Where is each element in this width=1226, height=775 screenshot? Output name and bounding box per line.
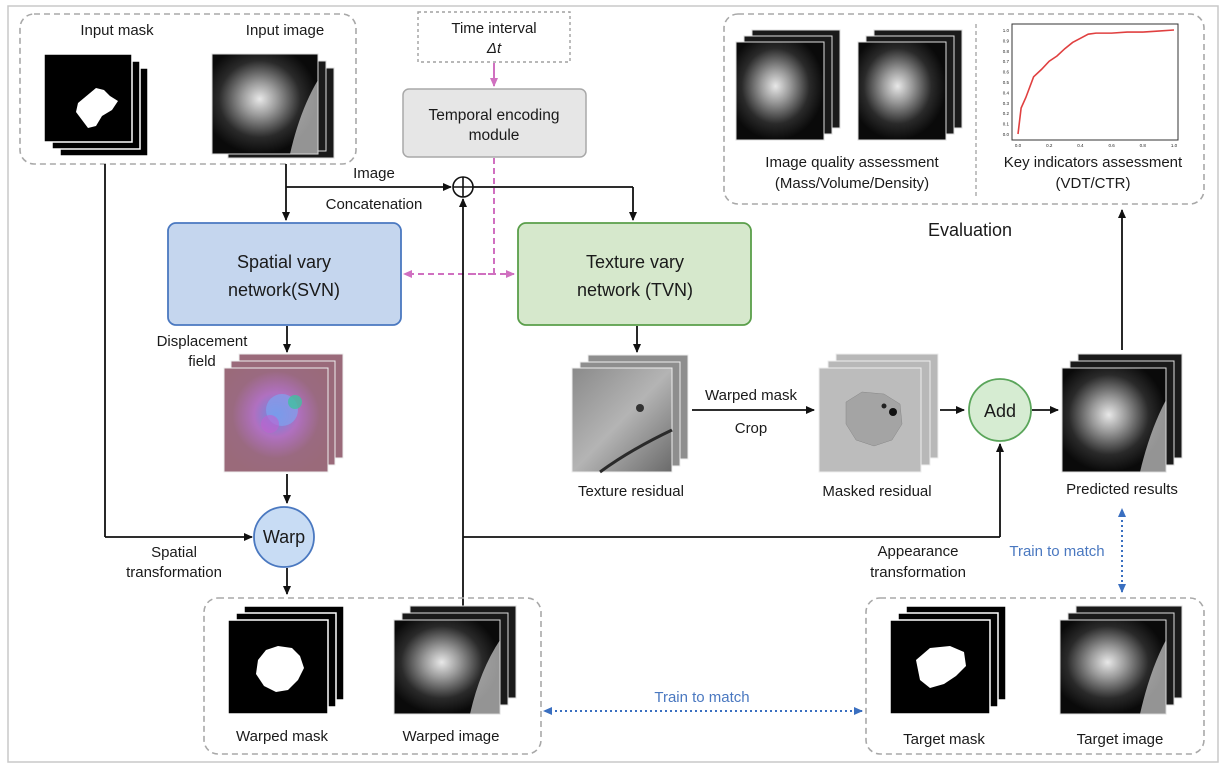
appearance-label-line1: Appearance xyxy=(878,543,959,560)
iqa-label-line2: (Mass/Volume/Density) xyxy=(775,175,929,192)
key-indicators-chart: 0.0 0.1 0.2 0.3 0.4 0.5 0.6 0.7 0.8 0.9 1.0 0.0 0.2 0… xyxy=(1003,23,1179,148)
outer-frame xyxy=(7,5,1219,763)
chart-ytick-label: 0.2 xyxy=(1003,111,1010,116)
chart-xtick-label: 0.4 xyxy=(1077,143,1084,148)
temporal-label-line1: Temporal encoding xyxy=(429,107,560,124)
target-mask-label: Target mask xyxy=(903,731,985,748)
add-label: Add xyxy=(984,401,1016,421)
target-image-label: Target image xyxy=(1077,731,1164,748)
warped-mask-blob xyxy=(256,646,304,692)
warped-image-stack xyxy=(393,605,517,715)
temporal-label-line2: module xyxy=(469,127,520,144)
displacement-label-line2: field xyxy=(188,353,216,370)
texture-residual-label: Texture residual xyxy=(578,483,684,500)
spatial-transformation-line1: Spatial xyxy=(151,544,197,561)
target-mask-stack xyxy=(889,605,1007,715)
temporal-encoding-box xyxy=(402,88,587,158)
kia-label-line2: (VDT/CTR) xyxy=(1056,175,1131,192)
chart-ytick-label: 0.9 xyxy=(1003,38,1010,43)
time-interval-symbol: Δt xyxy=(486,40,502,57)
tvn-box xyxy=(517,222,752,326)
svn-box xyxy=(167,222,402,326)
svn-label-line2: network(SVN) xyxy=(228,280,340,300)
add-node xyxy=(968,378,1032,442)
evaluation-label: Evaluation xyxy=(928,220,1012,240)
masked-residual-label: Masked residual xyxy=(822,483,931,500)
train-to-match-right-label: Train to match xyxy=(1009,543,1104,560)
input-image-stack xyxy=(211,53,335,159)
crop-label: Crop xyxy=(735,420,768,437)
warp-label: Warp xyxy=(263,527,305,547)
chart-series-line xyxy=(1017,29,1175,135)
chart-ytick-label: 0.1 xyxy=(1003,122,1010,127)
chart-ytick-label: 1.0 xyxy=(1003,28,1010,33)
image-label: Image xyxy=(353,165,395,182)
chart-xtick-label: 0.6 xyxy=(1108,143,1115,148)
input-image-label: Input image xyxy=(246,22,324,39)
masked-residual-stack xyxy=(818,353,939,473)
target-image-stack xyxy=(1059,605,1183,715)
warped-mask-stack xyxy=(227,605,345,715)
mask-blob-shape xyxy=(76,88,118,128)
predicted-results-stack xyxy=(1061,353,1183,473)
iqa-label-line1: Image quality assessment xyxy=(765,154,939,171)
kia-label-line1: Key indicators assessment xyxy=(1004,154,1183,171)
chart-ytick-label: 0.6 xyxy=(1003,70,1010,75)
displacement-label-line1: Displacement xyxy=(157,333,249,350)
chart-xtick-label: 0.0 xyxy=(1015,143,1022,148)
input-mask-label: Input mask xyxy=(80,22,154,39)
chart-ytick-label: 0.3 xyxy=(1003,101,1010,106)
chart-xtick-label: 1.0 xyxy=(1171,143,1178,148)
input-group-box xyxy=(19,13,357,165)
svn-label-line1: Spatial vary xyxy=(237,252,331,272)
evaluation-group-box xyxy=(723,13,1205,205)
time-interval-box xyxy=(417,11,571,63)
iqa-image-stack-2 xyxy=(857,29,963,141)
tvn-label-line2: network (TVN) xyxy=(577,280,693,300)
chart-xtick-label: 0.2 xyxy=(1046,143,1053,148)
train-to-match-bottom-label: Train to match xyxy=(654,689,749,706)
warped-mask-label: Warped mask xyxy=(236,728,328,745)
input-mask-stack xyxy=(43,53,149,157)
predicted-results-label: Predicted results xyxy=(1066,481,1178,498)
target-mask-blob xyxy=(916,646,966,688)
tvn-label-line1: Texture vary xyxy=(586,252,684,272)
texture-residual-stack xyxy=(571,354,689,474)
concatenation-label: Concatenation xyxy=(326,196,423,213)
displacement-field-stack xyxy=(223,353,344,473)
warped-image-label: Warped image xyxy=(403,728,500,745)
warped-mask-edge-label: Warped mask xyxy=(705,387,797,404)
target-group-box xyxy=(865,597,1205,755)
iqa-image-stack-1 xyxy=(735,29,841,141)
chart-frame xyxy=(1011,23,1179,141)
chart-ytick-label: 0.8 xyxy=(1003,49,1010,54)
chart-xtick-label: 0.8 xyxy=(1140,143,1147,148)
appearance-label-line2: transformation xyxy=(870,564,966,581)
warped-group-box xyxy=(203,597,542,755)
warp-node xyxy=(253,506,315,568)
chart-ytick-label: 0.7 xyxy=(1003,59,1010,64)
spatial-transformation-line2: transformation xyxy=(126,564,222,581)
time-interval-label: Time interval xyxy=(451,20,536,37)
chart-ytick-label: 0.4 xyxy=(1003,90,1010,95)
chart-ytick-label: 0.0 xyxy=(1003,132,1010,137)
chart-ytick-label: 0.5 xyxy=(1003,80,1010,85)
concat-plus-node xyxy=(452,176,474,198)
